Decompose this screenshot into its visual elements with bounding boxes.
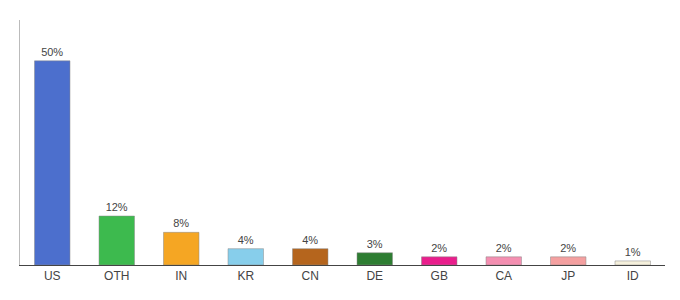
- svg-text:12%: 12%: [106, 201, 128, 213]
- svg-text:8%: 8%: [173, 217, 189, 229]
- svg-text:GB: GB: [431, 269, 448, 283]
- svg-text:ID: ID: [627, 269, 639, 283]
- svg-text:4%: 4%: [238, 234, 254, 246]
- svg-text:CN: CN: [302, 269, 319, 283]
- svg-text:2%: 2%: [560, 242, 576, 254]
- svg-text:DE: DE: [366, 269, 383, 283]
- svg-text:US: US: [44, 269, 61, 283]
- svg-text:2%: 2%: [496, 242, 512, 254]
- svg-text:OTH: OTH: [104, 269, 129, 283]
- svg-text:2%: 2%: [431, 242, 447, 254]
- svg-text:IN: IN: [175, 269, 187, 283]
- svg-text:3%: 3%: [367, 238, 383, 250]
- svg-text:1%: 1%: [625, 246, 641, 258]
- svg-text:CA: CA: [495, 269, 512, 283]
- svg-text:4%: 4%: [302, 234, 318, 246]
- svg-text:KR: KR: [237, 269, 254, 283]
- svg-text:50%: 50%: [41, 46, 63, 58]
- svg-text:JP: JP: [561, 269, 575, 283]
